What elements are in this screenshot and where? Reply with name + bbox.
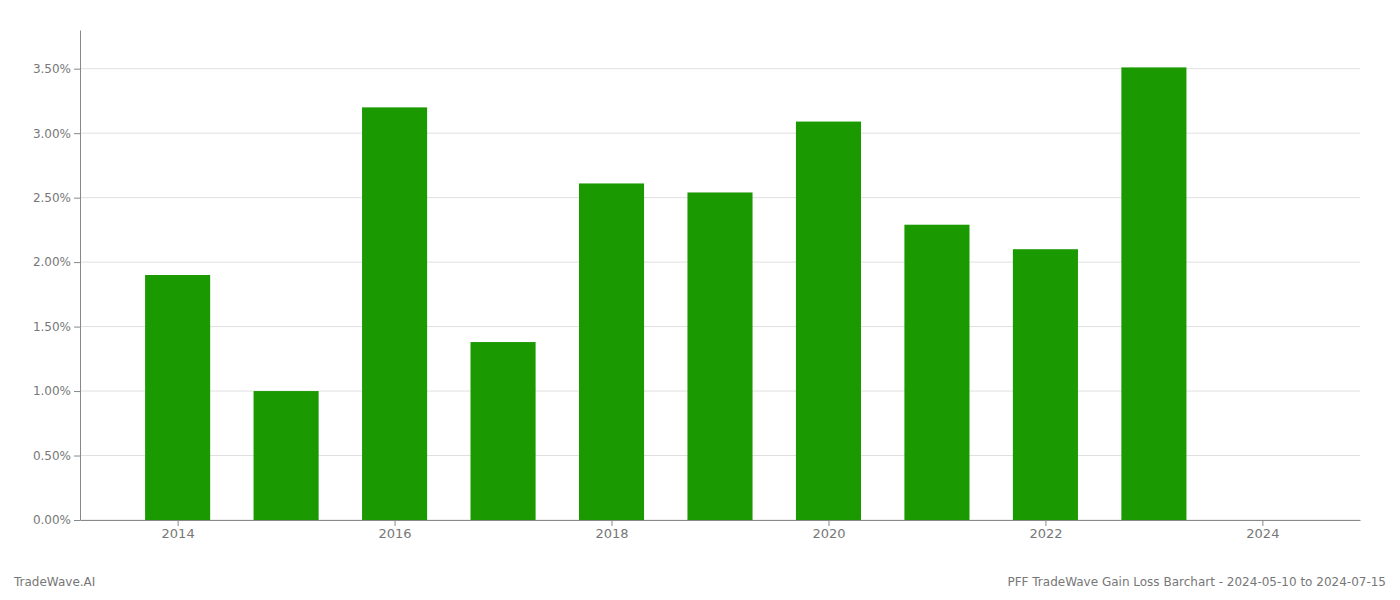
bars	[145, 67, 1186, 520]
x-tick: 2020	[812, 520, 845, 541]
bar	[796, 122, 861, 520]
x-tick-label: 2022	[1029, 526, 1062, 541]
x-tick: 2022	[1029, 520, 1062, 541]
y-tick-mark	[74, 391, 80, 392]
y-tick-mark	[74, 133, 80, 134]
bar	[579, 183, 644, 520]
y-tick: 1.50%	[33, 320, 80, 334]
y-tick: 3.00%	[33, 126, 80, 140]
footer: TradeWave.AI PFF TradeWave Gain Loss Barc…	[13, 575, 1386, 589]
y-tick: 2.50%	[33, 191, 80, 205]
footer-right: PFF TradeWave Gain Loss Barchart - 2024-…	[1007, 575, 1386, 589]
y-tick-mark	[74, 262, 80, 263]
y-tick: 2.00%	[33, 255, 80, 269]
bar	[145, 275, 210, 520]
x-tick: 2014	[162, 520, 195, 541]
x-tick: 2018	[595, 520, 628, 541]
x-tick-mark	[612, 520, 613, 526]
bar	[254, 391, 319, 520]
y-tick-label: 1.00%	[33, 384, 71, 398]
x-tick-label: 2024	[1246, 526, 1279, 541]
y-tick-label: 3.50%	[33, 62, 71, 76]
y-tick-label: 1.50%	[33, 320, 71, 334]
x-axis-line	[81, 520, 1361, 521]
y-tick-label: 3.00%	[33, 126, 71, 140]
y-tick-mark	[74, 69, 80, 70]
x-tick-mark	[1262, 520, 1263, 526]
x-axis: 2014 2016 2018 2020 2022 2024	[81, 520, 1361, 541]
y-axis: 0.00% 0.50% 1.00% 1.50% 2.00% 2.50% 3.00% 3.50%	[33, 31, 81, 528]
chart-svg: 0.00% 0.50% 1.00% 1.50% 2.00% 2.50% 3.00% 3.50%…	[0, 0, 1400, 600]
y-tick-label: 0.50%	[33, 449, 71, 463]
bar	[362, 107, 427, 520]
bar	[471, 342, 536, 520]
x-tick-mark	[178, 520, 179, 526]
y-tick: 0.50%	[33, 449, 80, 463]
y-tick-label: 2.50%	[33, 191, 71, 205]
y-tick-mark	[74, 520, 80, 521]
bar	[1121, 67, 1186, 520]
x-tick-label: 2020	[812, 526, 845, 541]
y-tick: 0.00%	[33, 513, 80, 527]
bar	[1013, 249, 1078, 520]
x-tick: 2016	[379, 520, 412, 541]
x-tick-mark	[828, 520, 829, 526]
y-tick-mark	[74, 198, 80, 199]
y-tick-mark	[74, 327, 80, 328]
y-tick-label: 0.00%	[33, 513, 71, 527]
x-tick-mark	[1045, 520, 1046, 526]
x-tick-label: 2014	[162, 526, 195, 541]
x-tick-mark	[395, 520, 396, 526]
y-tick-mark	[74, 456, 80, 457]
x-tick-label: 2016	[379, 526, 412, 541]
bar	[687, 192, 752, 520]
footer-left: TradeWave.AI	[13, 575, 95, 589]
y-axis-line	[80, 31, 81, 521]
y-tick: 3.50%	[33, 62, 80, 76]
x-tick: 2024	[1246, 520, 1279, 541]
x-tick-label: 2018	[595, 526, 628, 541]
y-tick-label: 2.00%	[33, 255, 71, 269]
bar	[904, 225, 969, 520]
y-tick: 1.00%	[33, 384, 80, 398]
